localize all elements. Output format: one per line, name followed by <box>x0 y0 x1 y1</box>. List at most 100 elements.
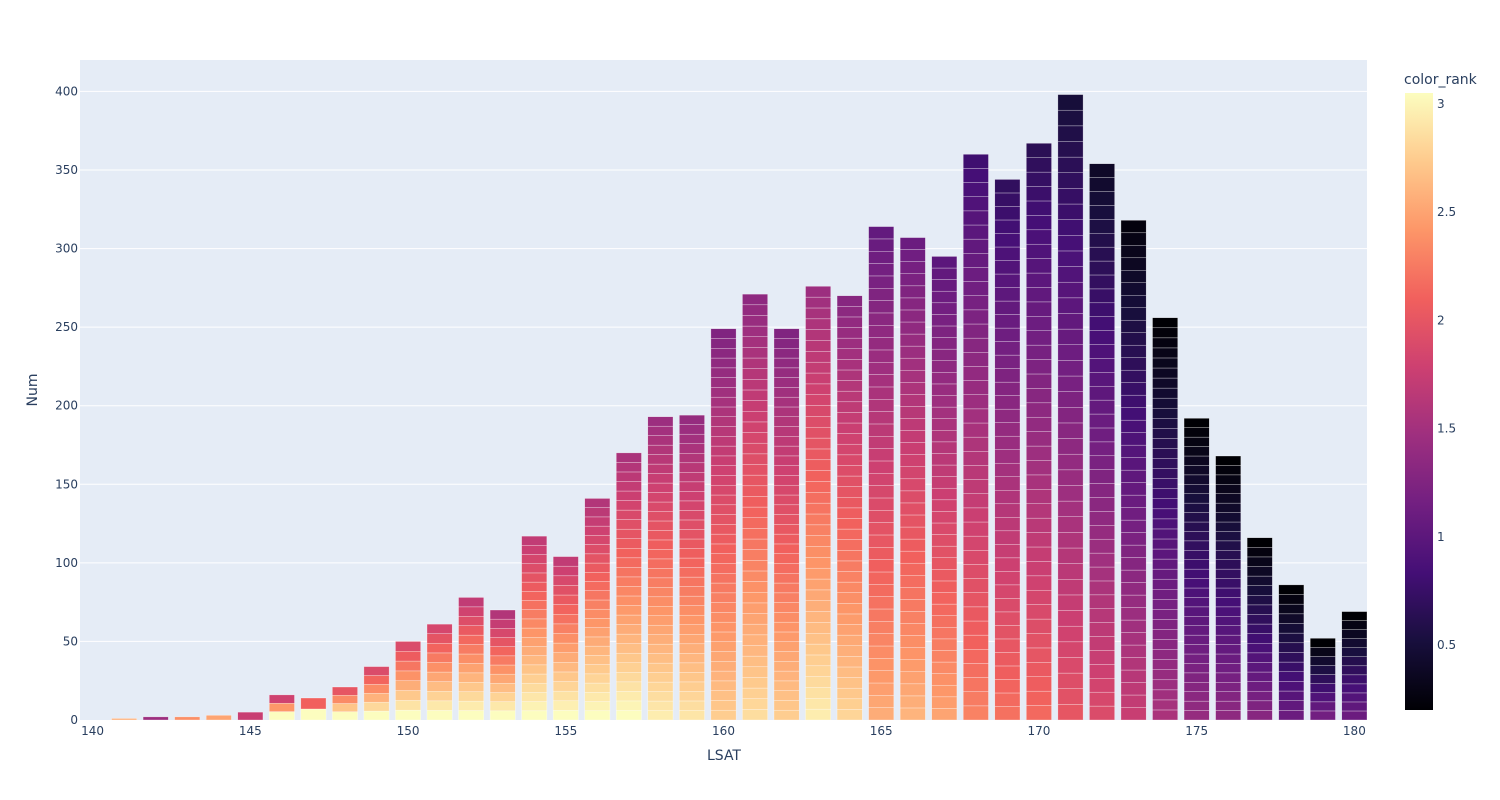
bar-segment <box>1057 500 1084 517</box>
bar-segment <box>1089 427 1115 443</box>
bar-segment <box>1120 482 1147 496</box>
bar-171 <box>1057 94 1084 721</box>
bar-segment <box>994 368 1021 383</box>
bar-segment <box>205 715 232 721</box>
bar-segment <box>994 503 1021 518</box>
bar-segment <box>647 634 674 645</box>
bar-segment <box>962 634 989 650</box>
bar-segment <box>1278 661 1305 672</box>
bar-segment <box>742 325 768 337</box>
bar-segment <box>1341 692 1368 703</box>
bar-segment <box>836 592 863 604</box>
bar-segment <box>710 328 737 339</box>
bar-segment <box>1183 568 1210 579</box>
bar-segment <box>237 711 264 721</box>
bar-segment <box>710 465 737 476</box>
bar-segment <box>1026 546 1052 562</box>
bar-segment <box>868 411 895 425</box>
bar-segment <box>962 592 989 608</box>
bar-segment <box>805 622 832 634</box>
bar-segment <box>1152 699 1178 711</box>
bar-segment <box>679 710 705 721</box>
bar-segment <box>584 590 611 601</box>
bar-segment <box>1026 243 1052 259</box>
bar-segment <box>994 260 1021 275</box>
bar-segment <box>1120 232 1147 246</box>
bar-segment <box>1120 394 1147 408</box>
bar-segment <box>679 433 705 444</box>
bar-segment <box>742 677 768 689</box>
bar-segment <box>584 692 611 702</box>
bar-segment <box>931 256 958 269</box>
bar-segment <box>1120 444 1147 458</box>
bar-segment <box>647 511 674 522</box>
bar-segment <box>521 692 548 702</box>
bar-segment <box>679 700 705 711</box>
bar-segment <box>994 449 1021 464</box>
bar-segment <box>616 624 642 635</box>
bar-segment <box>931 348 958 361</box>
bar-segment <box>1089 525 1115 540</box>
bar-segment <box>836 687 863 700</box>
bar-segment <box>1215 710 1242 721</box>
bar-segment <box>994 584 1021 599</box>
bar-segment <box>647 520 674 531</box>
bar-segment <box>710 367 737 378</box>
bar-segment <box>1120 332 1147 346</box>
bar-segment <box>994 679 1021 694</box>
bar-segment <box>647 473 674 484</box>
bar-segment <box>899 623 926 636</box>
bar-segment <box>1089 205 1115 220</box>
bar-segment <box>994 692 1021 707</box>
bar-segment <box>679 681 705 692</box>
bar-segment <box>962 691 989 707</box>
bar-segment <box>521 554 548 564</box>
bar-segment <box>521 627 548 638</box>
bar-segment <box>679 595 705 606</box>
bar-segment <box>773 504 800 515</box>
bar-segment <box>1120 457 1147 471</box>
bar-segment <box>994 611 1021 626</box>
bar-segment <box>300 708 327 721</box>
bar-segment <box>994 422 1021 437</box>
bar-segment <box>962 380 989 395</box>
bar-segment <box>1152 468 1178 479</box>
bar-segment <box>805 286 832 298</box>
bar-segment <box>1152 367 1178 379</box>
bar-segment <box>647 482 674 493</box>
bar-segment <box>773 651 800 662</box>
bar-segment <box>899 237 926 250</box>
bar-segment <box>1215 502 1242 513</box>
bar-segment <box>1215 616 1242 626</box>
bar-segment <box>426 671 453 682</box>
bar-segment <box>1246 681 1273 692</box>
bar-segment <box>1183 559 1210 570</box>
bar-segment <box>1057 219 1084 236</box>
bar-segment <box>994 273 1021 288</box>
bar-segment <box>1215 465 1242 476</box>
bar-segment <box>1246 585 1273 596</box>
bar-segment <box>1089 358 1115 373</box>
bar-segment <box>710 602 737 613</box>
bar-segment <box>647 672 674 683</box>
bar-segment <box>742 687 768 699</box>
bar-segment <box>332 711 358 721</box>
bar-segment <box>710 338 737 349</box>
bar-segment <box>1026 301 1052 317</box>
bar-segment <box>521 682 548 693</box>
bar-segment <box>1026 445 1052 461</box>
bar-segment <box>1215 700 1242 711</box>
y-axis-title: Num <box>25 374 41 407</box>
bar-179 <box>1309 638 1336 721</box>
bar-segment <box>836 348 863 360</box>
bar-segment <box>1120 257 1147 271</box>
bar-segment <box>899 333 926 347</box>
bar-segment <box>836 666 863 678</box>
bar-segment <box>836 306 863 318</box>
bar-segment <box>458 597 485 608</box>
bar-segment <box>868 633 895 647</box>
bar-segment <box>1089 233 1115 248</box>
bar-segment <box>868 423 895 437</box>
bar-segment <box>458 700 485 711</box>
bar-segment <box>773 524 800 535</box>
